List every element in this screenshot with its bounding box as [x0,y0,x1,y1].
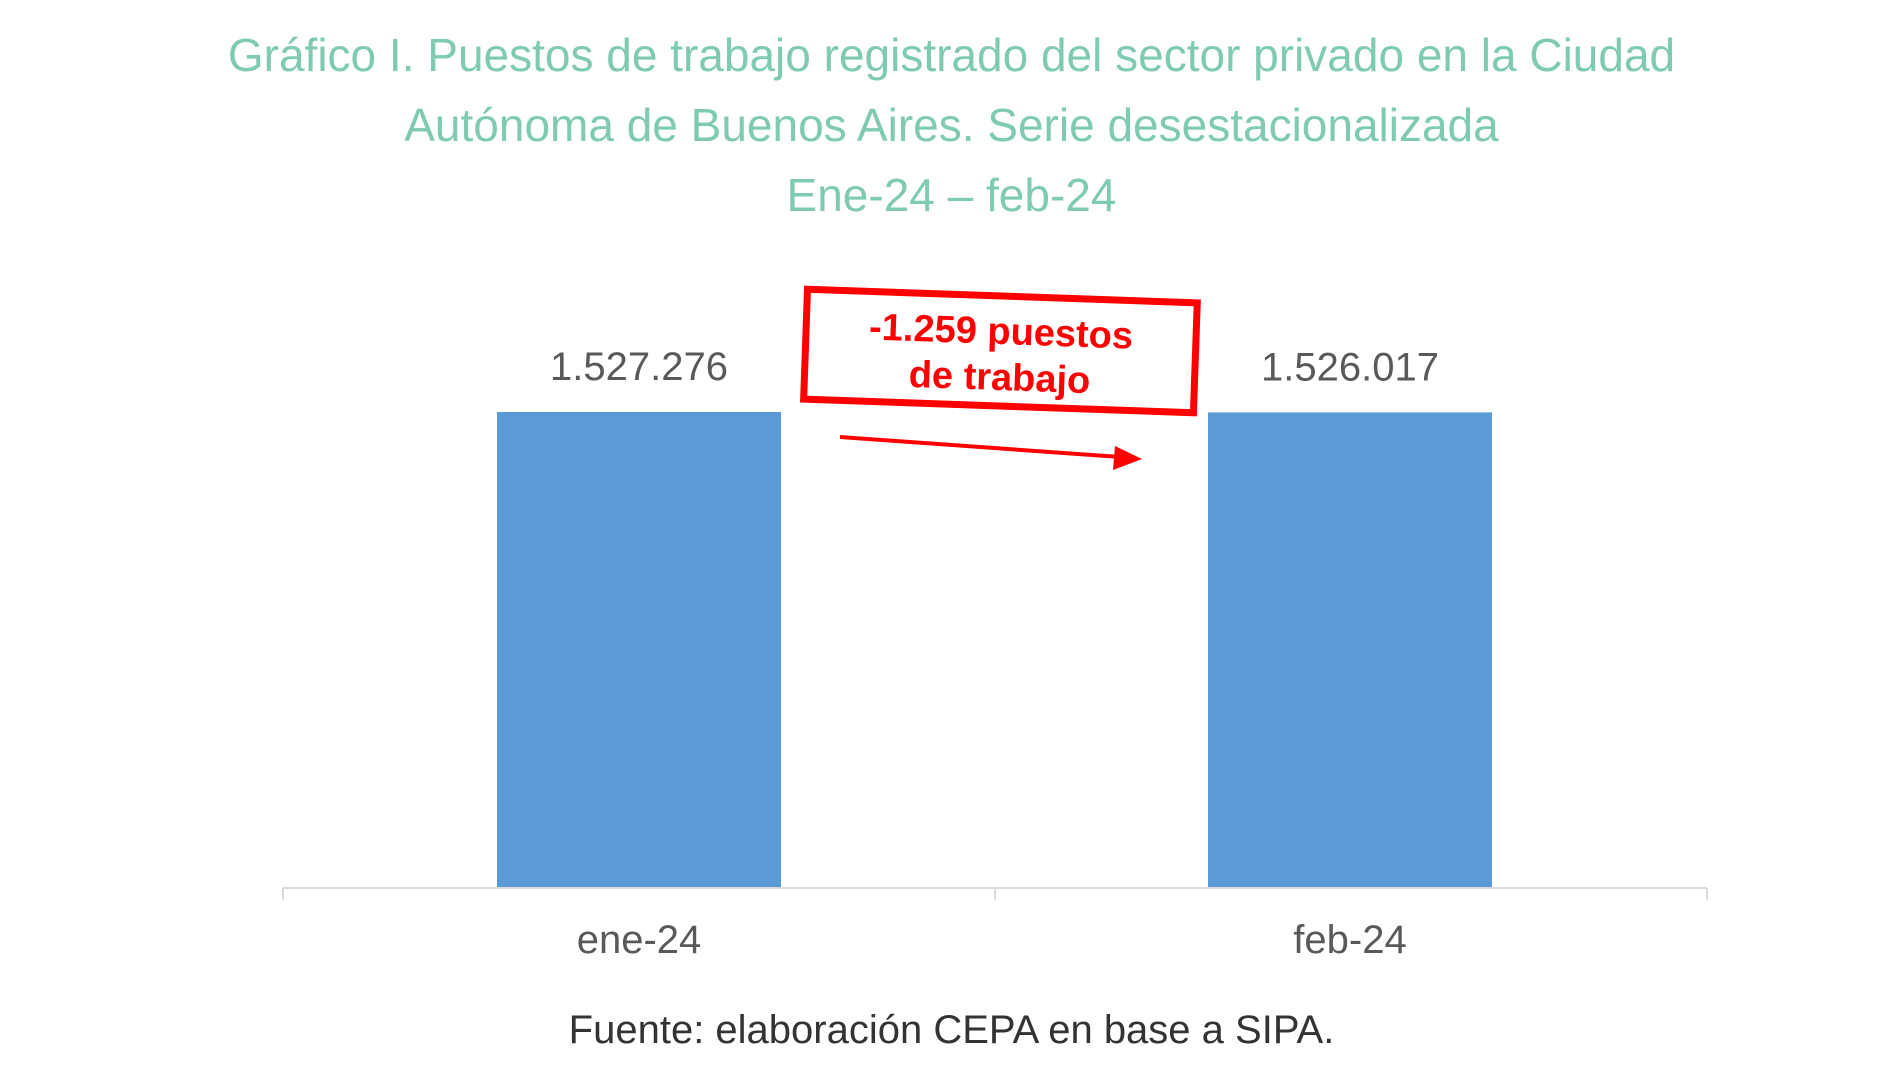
value-labels-group: 1.527.276 1.526.017 [550,345,1439,389]
arrow-shaft [839,435,1121,459]
chart-title-line-2: Autónoma de Buenos Aires. Serie desestac… [404,99,1499,151]
bar-chart: 1.527.276 1.526.017 ene-24 feb-24 -1.259 p… [282,285,1708,962]
chart-title-line-3: Ene-24 – feb-24 [786,169,1117,221]
category-label-feb-24: feb-24 [1293,918,1406,962]
bar-ene-24 [497,412,781,887]
chart-source-note: Fuente: elaboración CEPA en base a SIPA. [568,1008,1335,1052]
value-label-feb-24: 1.526.017 [1261,345,1439,389]
arrow-head [1113,446,1142,470]
annotation-text-line-1: -1.259 puestos [868,306,1133,357]
category-labels-group: ene-24 feb-24 [577,918,1407,962]
annotation-text-line-2: de trabajo [908,354,1091,402]
decrease-arrow [839,435,1142,470]
bar-feb-24 [1208,412,1492,887]
annotation-box [800,285,1201,417]
chart-title-line-1: Gráfico I. Puestos de trabajo registrado… [227,29,1676,81]
change-annotation: -1.259 puestos de trabajo [800,285,1201,417]
value-label-ene-24: 1.527.276 [550,345,728,389]
bars-group [497,412,1492,887]
category-label-ene-24: ene-24 [577,918,702,962]
